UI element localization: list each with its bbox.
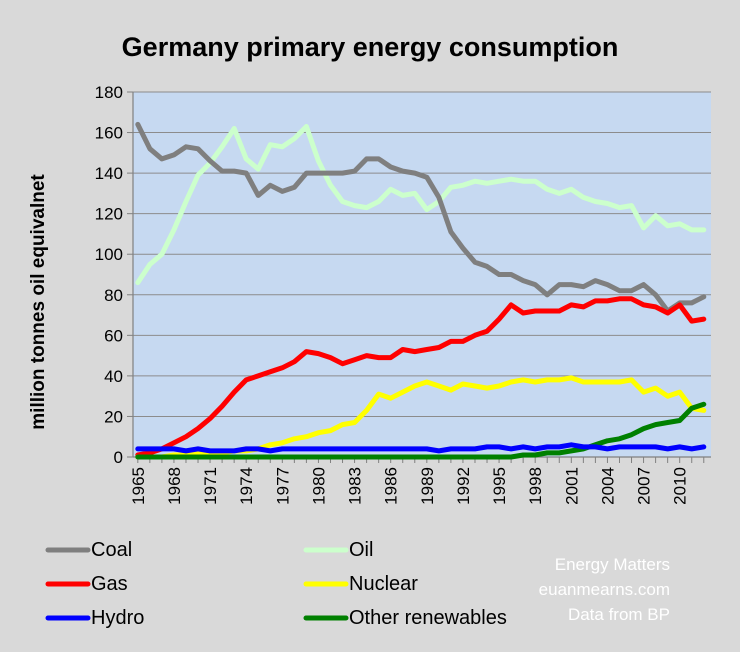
x-axis-ticks: 1965 1968 1971 1974 1977 1980 1983 1986 1989 1992…	[129, 457, 705, 505]
x-tick-label: 1989	[418, 467, 437, 505]
x-tick-label: 1980	[309, 467, 328, 505]
x-tick-label: 1977	[273, 467, 292, 505]
y-tick-label: 40	[104, 367, 123, 386]
x-tick-label: 2001	[562, 467, 581, 505]
y-tick-label: 160	[95, 124, 123, 143]
y-tick-label: 100	[95, 245, 123, 264]
x-tick-label: 1974	[237, 467, 256, 505]
series-line-oil	[135, 124, 707, 286]
x-tick-label: 1986	[382, 467, 401, 505]
credit-website: euanmearns.com	[539, 580, 670, 599]
x-tick-label: 1992	[454, 467, 473, 505]
x-tick-label: 2007	[635, 467, 654, 505]
series-line-other-renewables	[135, 401, 707, 460]
x-tick-label: 1995	[490, 467, 509, 505]
legend-label-gas: Gas	[91, 573, 128, 595]
credit-energy-matters: Energy Matters	[555, 555, 670, 574]
x-tick-label: 1998	[526, 467, 545, 505]
chart-title: Germany primary energy consumption	[122, 32, 619, 62]
series-line-coal	[135, 121, 707, 314]
y-tick-label: 120	[95, 205, 123, 224]
legend-label-hydro: Hydro	[91, 607, 144, 629]
y-tick-label: 140	[95, 164, 123, 183]
y-tick-label: 20	[104, 407, 123, 426]
y-tick-label: 0	[114, 448, 123, 467]
legend-label-coal: Coal	[91, 539, 132, 561]
legend: Coal Oil Gas Nuclear Hydro Other renewables	[45, 539, 507, 629]
series-lines	[135, 121, 707, 460]
credit-source: Data from BP	[568, 605, 670, 624]
y-axis-ticks: 0 20 40 60 80 100 120 140 160 180	[95, 83, 133, 467]
y-axis-label: million tonnes oil equivalnet	[28, 174, 49, 430]
y-tick-label: 60	[104, 326, 123, 345]
x-tick-label: 1968	[165, 467, 184, 505]
legend-label-oil: Oil	[349, 539, 373, 561]
x-tick-label: 2010	[671, 467, 690, 505]
series-line-gas	[135, 296, 707, 458]
x-tick-label: 2004	[598, 467, 617, 505]
x-tick-label: 1971	[201, 467, 220, 505]
x-tick-label: 1983	[346, 467, 365, 505]
series-line-hydro	[135, 442, 707, 454]
legend-label-nuclear: Nuclear	[349, 573, 418, 595]
x-tick-label: 1965	[129, 467, 148, 505]
y-tick-label: 80	[104, 286, 123, 305]
legend-label-other-renewables: Other renewables	[349, 607, 507, 629]
credits: Energy Matters euanmearns.com Data from …	[539, 555, 670, 624]
y-tick-label: 180	[95, 83, 123, 102]
